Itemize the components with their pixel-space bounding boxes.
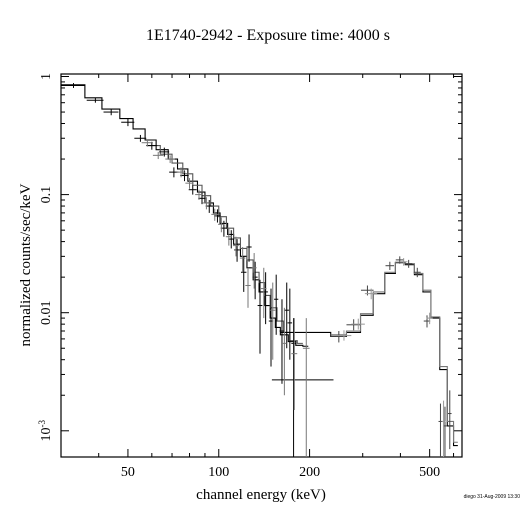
data-point bbox=[246, 234, 252, 262]
data-point bbox=[61, 83, 85, 88]
data-point bbox=[121, 118, 135, 127]
data-point bbox=[188, 185, 197, 195]
data-point bbox=[195, 189, 203, 201]
data-point bbox=[202, 197, 210, 210]
data-point bbox=[260, 267, 267, 319]
data-point bbox=[152, 151, 164, 160]
data-point bbox=[257, 279, 263, 354]
data-point bbox=[251, 253, 257, 289]
data-point bbox=[241, 256, 247, 292]
data-point bbox=[274, 274, 279, 335]
data-point bbox=[404, 259, 413, 268]
y-tick-label: 0.01 bbox=[39, 300, 54, 325]
data-point bbox=[291, 318, 298, 411]
y-tick-label: 10-3 bbox=[37, 420, 54, 442]
model-step-line-3 bbox=[330, 261, 458, 443]
x-axis-label: channel energy (keV) bbox=[196, 487, 326, 503]
data-point bbox=[284, 282, 290, 349]
x-tick-label: 100 bbox=[208, 465, 229, 480]
data-point bbox=[234, 239, 240, 262]
data-point bbox=[426, 312, 433, 325]
data-point bbox=[385, 261, 395, 270]
data-point bbox=[141, 139, 153, 147]
data-point bbox=[447, 390, 452, 450]
data-point bbox=[270, 282, 276, 360]
data-point bbox=[302, 318, 310, 457]
x-tick-label: 200 bbox=[299, 465, 320, 480]
data-point bbox=[225, 228, 232, 246]
y-axis-label: normalized counts/sec/keV bbox=[18, 183, 34, 346]
axis-ticks: 50 100 200 500 1 0.1 0.01 10-3 bbox=[37, 73, 462, 480]
data-point bbox=[279, 299, 285, 384]
x-tick-label: 500 bbox=[419, 465, 440, 480]
data-point bbox=[291, 318, 296, 457]
data-point bbox=[103, 109, 119, 116]
model-step-line-1 bbox=[147, 145, 303, 344]
data-point bbox=[413, 267, 421, 278]
data-point bbox=[185, 178, 194, 189]
data-point bbox=[395, 256, 404, 264]
data-point bbox=[233, 236, 239, 257]
data-point bbox=[211, 208, 219, 221]
data-point bbox=[423, 315, 431, 328]
data-point bbox=[336, 330, 352, 341]
data-point bbox=[438, 403, 443, 457]
plot-frame bbox=[60, 73, 463, 458]
data-point bbox=[287, 288, 293, 360]
data-point bbox=[165, 155, 175, 164]
data-point bbox=[364, 288, 378, 300]
data-point bbox=[218, 217, 225, 233]
chart-title: 1E1740-2942 - Exposure time: 4000 s bbox=[146, 27, 390, 44]
data-point bbox=[281, 307, 287, 396]
data-point bbox=[239, 247, 246, 273]
y-tick-label-text: 10 bbox=[39, 428, 54, 442]
data-point bbox=[86, 97, 104, 103]
series-group bbox=[61, 83, 458, 457]
data-point bbox=[134, 134, 147, 142]
data-point bbox=[441, 400, 446, 457]
data-point bbox=[159, 147, 170, 157]
x-tick-label: 50 bbox=[121, 465, 135, 480]
footer-stamp: diego 31-Aug-2009 13:30 bbox=[464, 494, 521, 500]
data-point bbox=[399, 258, 408, 266]
y-tick-label-text: 0.01 bbox=[39, 300, 54, 325]
data-point bbox=[351, 318, 365, 330]
y-tick-label: 0.1 bbox=[39, 186, 54, 204]
y-tick-label-exponent: -3 bbox=[37, 420, 47, 428]
y-tick-label-text: 0.1 bbox=[39, 186, 54, 204]
y-tick-label: 1 bbox=[39, 73, 54, 80]
plot-area bbox=[60, 73, 463, 458]
y-tick-label-text: 1 bbox=[39, 73, 54, 80]
data-point bbox=[245, 267, 251, 308]
data-point bbox=[176, 167, 186, 178]
